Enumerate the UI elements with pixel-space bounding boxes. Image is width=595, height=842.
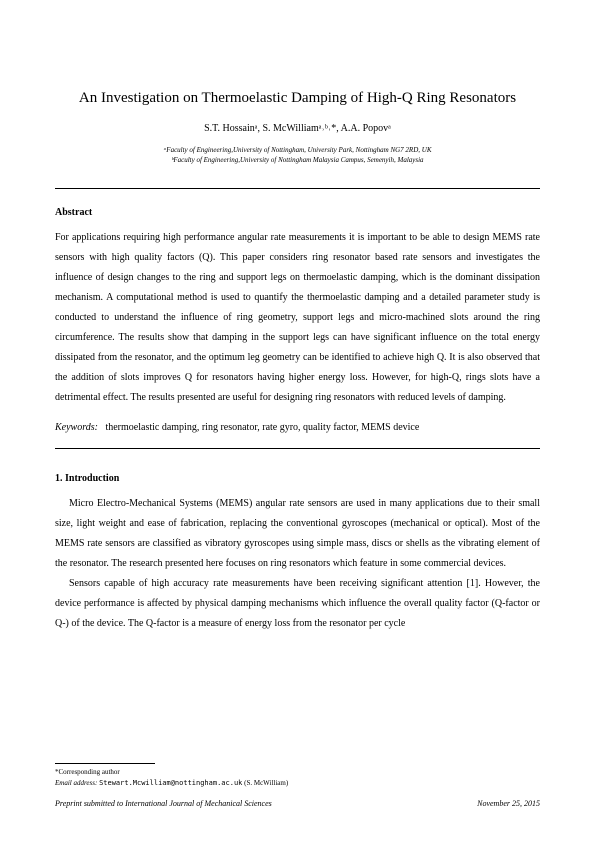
- email-line: Email address: Stewart.Mcwilliam@notting…: [55, 778, 540, 789]
- email-address: Stewart.Mcwilliam@nottingham.ac.uk: [99, 779, 242, 787]
- section-1-heading: 1. Introduction: [55, 473, 540, 484]
- preprint-date: November 25, 2015: [477, 799, 540, 808]
- corresponding-author: *Corresponding author: [55, 767, 540, 778]
- divider-top: [55, 188, 540, 189]
- paper-title: An Investigation on Thermoelastic Dampin…: [55, 90, 540, 107]
- affiliation-a: ᵃFaculty of Engineering,University of No…: [55, 146, 540, 156]
- intro-para-1: Micro Electro-Mechanical Systems (MEMS) …: [55, 494, 540, 574]
- divider-bottom: [55, 448, 540, 449]
- intro-para-2: Sensors capable of high accuracy rate me…: [55, 574, 540, 634]
- preprint-left: Preprint submitted to International Jour…: [55, 799, 272, 808]
- keywords: Keywords: thermoelastic damping, ring re…: [55, 418, 540, 438]
- abstract-heading: Abstract: [55, 207, 540, 218]
- affiliation-b: ᵇFaculty of Engineering,University of No…: [55, 156, 540, 166]
- keywords-text: thermoelastic damping, ring resonator, r…: [105, 422, 419, 433]
- keywords-label: Keywords:: [55, 422, 98, 433]
- preprint-footer: Preprint submitted to International Jour…: [55, 799, 540, 808]
- section-1-body: Micro Electro-Mechanical Systems (MEMS) …: [55, 494, 540, 634]
- footnotes: *Corresponding author Email address: Ste…: [55, 763, 540, 788]
- email-label: Email address:: [55, 779, 97, 787]
- authors: S.T. Hossainᵃ, S. McWilliamᵃ˒ᵇ˒*, A.A. P…: [55, 123, 540, 134]
- affiliations: ᵃFaculty of Engineering,University of No…: [55, 146, 540, 166]
- abstract-body: For applications requiring high performa…: [55, 228, 540, 408]
- footnote-rule: [55, 763, 155, 764]
- email-name: (S. McWilliam): [244, 779, 288, 787]
